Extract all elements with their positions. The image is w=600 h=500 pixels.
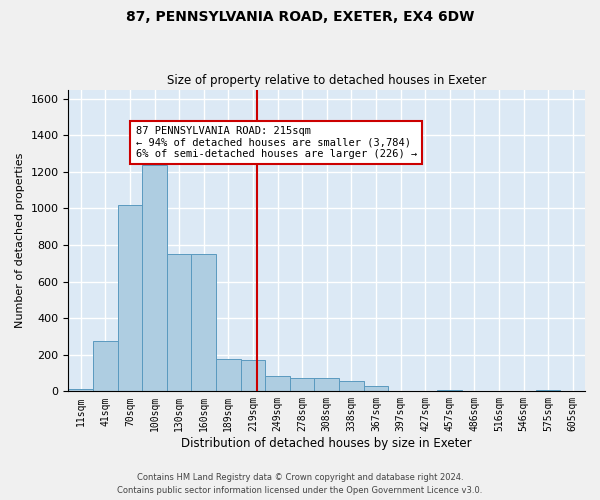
Text: 87 PENNSYLVANIA ROAD: 215sqm
← 94% of detached houses are smaller (3,784)
6% of : 87 PENNSYLVANIA ROAD: 215sqm ← 94% of de… [136, 126, 417, 159]
Bar [216, 360, 241, 392]
Bar [339, 382, 364, 392]
Bar [93, 341, 118, 392]
Bar [364, 386, 388, 392]
Text: 87, PENNSYLVANIA ROAD, EXETER, EX4 6DW: 87, PENNSYLVANIA ROAD, EXETER, EX4 6DW [126, 10, 474, 24]
Bar [68, 389, 93, 392]
Title: Size of property relative to detached houses in Exeter: Size of property relative to detached ho… [167, 74, 487, 87]
Bar [191, 254, 216, 392]
Bar [536, 390, 560, 392]
Bar [142, 164, 167, 392]
Text: Contains HM Land Registry data © Crown copyright and database right 2024.
Contai: Contains HM Land Registry data © Crown c… [118, 474, 482, 495]
X-axis label: Distribution of detached houses by size in Exeter: Distribution of detached houses by size … [181, 437, 472, 450]
Bar [167, 254, 191, 392]
Bar [437, 390, 462, 392]
Bar [265, 376, 290, 392]
Bar [314, 378, 339, 392]
Bar [241, 360, 265, 392]
Bar [118, 205, 142, 392]
Bar [290, 378, 314, 392]
Y-axis label: Number of detached properties: Number of detached properties [15, 153, 25, 328]
